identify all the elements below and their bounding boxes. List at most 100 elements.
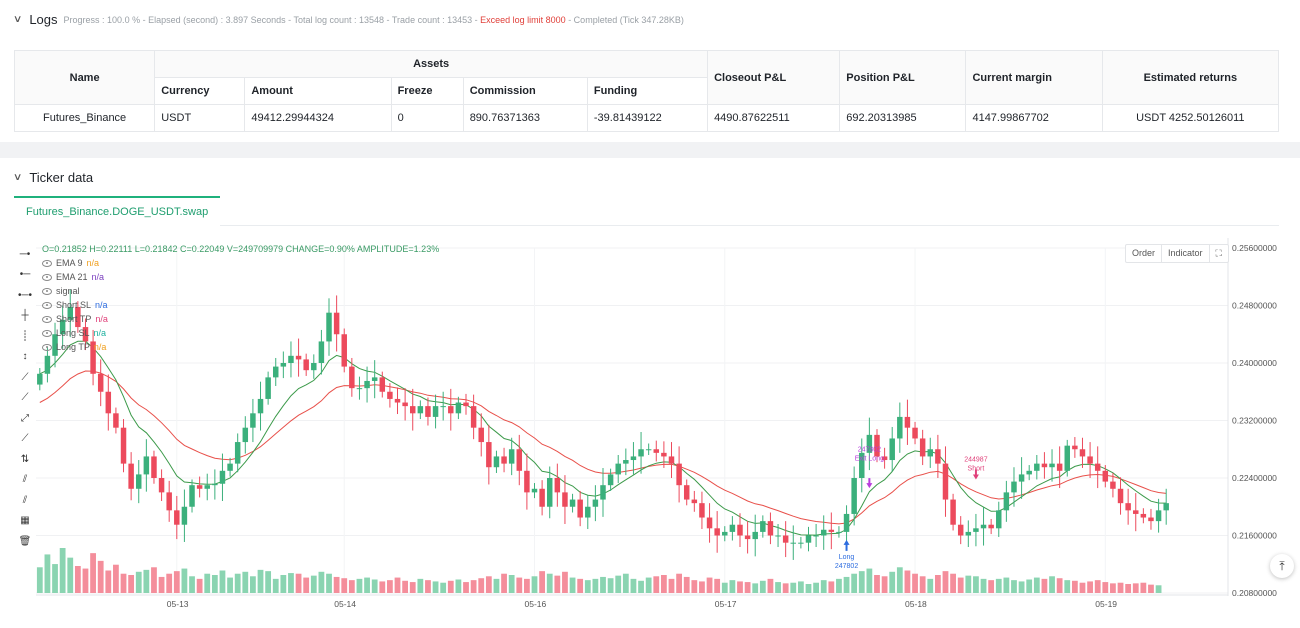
- chart-legend: O=0.21852 H=0.22111 L=0.21842 C=0.22049 …: [42, 242, 439, 354]
- trend-line-icon[interactable]: ⟋: [21, 371, 29, 383]
- parallel-channel-icon[interactable]: ⫽: [22, 474, 28, 486]
- vertical-segment-icon[interactable]: ┊: [21, 330, 29, 342]
- legend-item-short-sl[interactable]: Short SL n/a: [42, 298, 439, 312]
- candle: [120, 427, 127, 464]
- candle: [623, 460, 629, 464]
- candle: [820, 529, 827, 536]
- candle: [1041, 463, 1048, 468]
- col-freeze: Freeze: [390, 77, 464, 105]
- volume-bar: [866, 568, 873, 593]
- price-range-icon[interactable]: ⇅: [20, 453, 30, 465]
- candle: [257, 398, 264, 414]
- volume-bar: [409, 582, 416, 593]
- chevron-down-icon[interactable]: ∨: [12, 172, 23, 183]
- volume-bar: [721, 582, 728, 593]
- candle: [638, 449, 644, 457]
- ray-icon[interactable]: ⟋: [21, 392, 29, 404]
- calendar-icon[interactable]: ▦: [20, 515, 30, 527]
- volume-bar: [828, 581, 835, 593]
- vertical-arrow-icon[interactable]: ↕: [22, 351, 28, 363]
- volume-bar: [836, 578, 842, 593]
- candle: [630, 456, 637, 461]
- volume-bar: [143, 569, 150, 593]
- volume-bar: [113, 564, 119, 593]
- candle: [524, 470, 530, 493]
- volume-bar: [782, 583, 789, 593]
- eye-icon[interactable]: [42, 287, 52, 295]
- ticker-title: Ticker data: [29, 170, 94, 185]
- chevron-down-icon[interactable]: ∨: [12, 14, 23, 25]
- volume-bar: [691, 580, 698, 593]
- long-arrow-icon: [843, 539, 850, 551]
- volume-bar: [341, 578, 348, 593]
- fib-channel-icon[interactable]: ⫽: [22, 494, 28, 506]
- scroll-to-top-button[interactable]: ⤒: [1270, 554, 1294, 578]
- col-name: Name: [13, 50, 156, 105]
- ticker-header[interactable]: ∨ Ticker data: [12, 170, 99, 185]
- candle: [1133, 510, 1139, 514]
- eye-icon[interactable]: [42, 259, 52, 267]
- eye-icon[interactable]: [42, 343, 52, 351]
- horizontal-ray-icon[interactable]: •─: [19, 269, 31, 281]
- volume-bar: [508, 575, 515, 593]
- legend-item-ema-9[interactable]: EMA 9 n/a: [42, 256, 439, 270]
- candle: [980, 524, 987, 529]
- extended-line-icon[interactable]: •─•: [17, 289, 33, 301]
- segment-icon[interactable]: ⟋: [21, 433, 29, 445]
- col-margin: Current margin: [965, 50, 1103, 105]
- volume-bar: [965, 575, 972, 593]
- logs-header[interactable]: ∨ Logs Progress : 100.0 % - Elapsed (sec…: [12, 12, 684, 27]
- legend-item-long-sl[interactable]: Long SL n/a: [42, 326, 439, 340]
- volume-bar: [1049, 576, 1055, 593]
- candle: [113, 413, 119, 428]
- candlestick-chart[interactable]: 0.25600000 0.24800000 0.24000000 0.23200000…: [0, 238, 1300, 628]
- x-tick-label: 05-14: [334, 599, 356, 609]
- volume-bar: [660, 575, 667, 593]
- candle: [387, 391, 393, 399]
- candle: [295, 355, 302, 360]
- eye-icon[interactable]: [42, 273, 52, 281]
- legend-item-short-tp[interactable]: Short TP n/a: [42, 312, 439, 326]
- volume-bar: [797, 581, 804, 593]
- candle: [288, 355, 294, 363]
- eye-icon[interactable]: [42, 329, 52, 337]
- volume-bar: [417, 578, 424, 593]
- volume-bar: [1132, 583, 1139, 593]
- horizontal-line-icon[interactable]: ─•: [19, 248, 31, 260]
- volume-bar: [980, 578, 987, 593]
- volume-bar: [387, 580, 393, 593]
- candle: [874, 434, 880, 457]
- eye-icon[interactable]: [42, 301, 52, 309]
- candle: [798, 542, 804, 544]
- legend-item-ema-21[interactable]: EMA 21 n/a: [42, 270, 439, 284]
- trash-icon[interactable]: 🗑: [18, 535, 32, 547]
- legend-value: n/a: [86, 258, 100, 268]
- candle: [470, 406, 477, 428]
- indicator-button[interactable]: Indicator: [1162, 245, 1210, 262]
- candle: [326, 312, 332, 342]
- volume-bar: [158, 576, 165, 593]
- candle: [767, 521, 774, 536]
- y-tick-label: 0.24000000: [1232, 358, 1277, 368]
- candle: [600, 485, 606, 500]
- eye-icon[interactable]: [42, 315, 52, 323]
- legend-item-long-tp[interactable]: Long TP n/a: [42, 340, 439, 354]
- tab-doge-usdt-swap[interactable]: Futures_Binance.DOGE_USDT.swap: [14, 196, 221, 226]
- volume-bar: [432, 581, 439, 593]
- volume-bar: [988, 580, 995, 593]
- candle: [1026, 470, 1032, 475]
- candle: [1163, 503, 1169, 511]
- arrow-line-icon[interactable]: ⤢: [21, 412, 29, 424]
- candle: [1148, 517, 1154, 522]
- col-currency: Currency: [154, 77, 246, 105]
- vertical-line-icon[interactable]: ┼: [21, 310, 29, 322]
- candle: [1034, 463, 1040, 471]
- expand-icon[interactable]: ⛶: [1215, 248, 1222, 258]
- candle: [562, 492, 568, 507]
- volume-bar: [531, 576, 538, 593]
- volume-bar: [1155, 585, 1162, 593]
- legend-item-signal[interactable]: signal: [42, 284, 439, 298]
- candle: [341, 334, 347, 367]
- order-button[interactable]: Order: [1126, 245, 1163, 262]
- legend-label: EMA 21: [56, 272, 88, 282]
